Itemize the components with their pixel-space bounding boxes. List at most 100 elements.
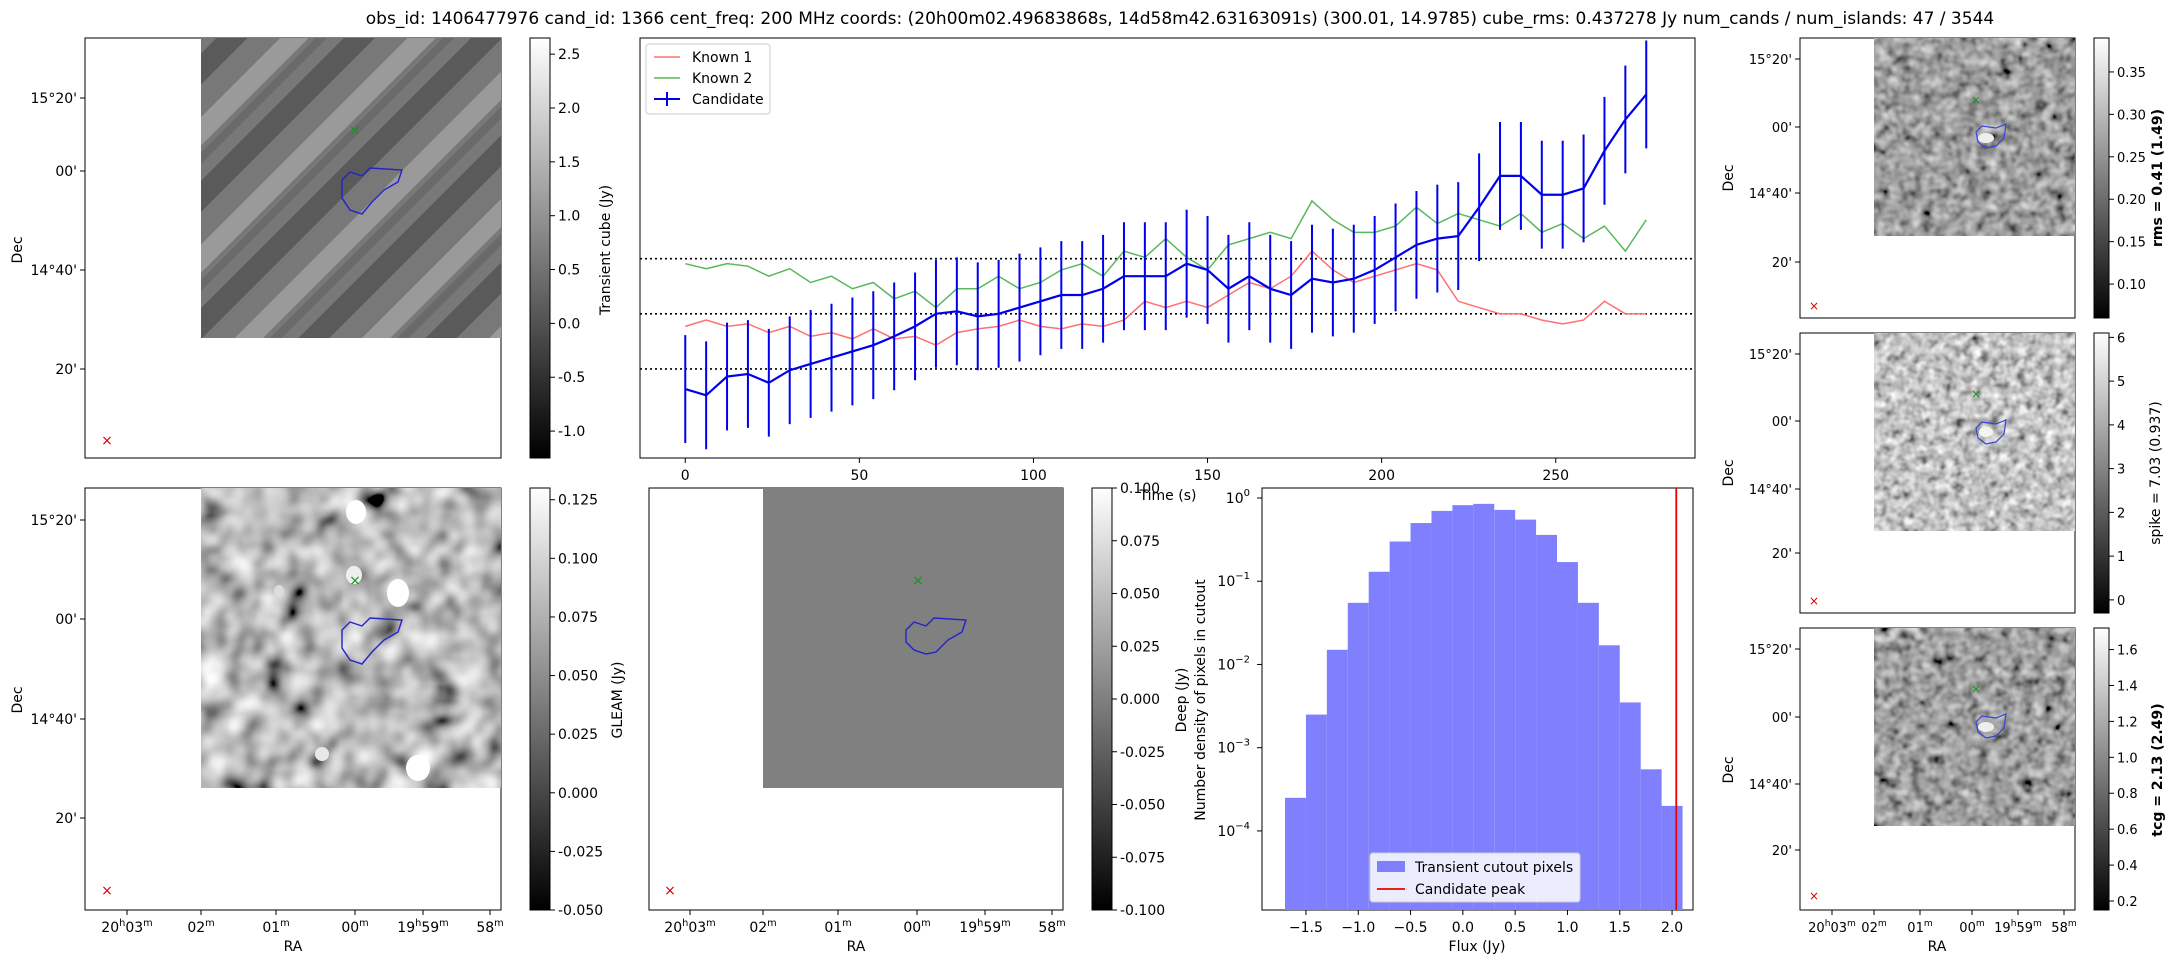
known-source-marker: × <box>349 573 361 589</box>
rms-colorbar <box>2093 37 2110 319</box>
bright-source <box>387 579 409 607</box>
series-line-candidate <box>684 93 1648 397</box>
colorbar-tick-label: 0.35 <box>2117 66 2146 81</box>
panel-rms: × × Dec 15°20' 00' 14°40' 20' 0.10 0.15 0.20 0… <box>1721 37 2166 319</box>
rms-image <box>1874 38 2075 236</box>
known-source-marker: × <box>1971 682 1981 696</box>
colorbar-tick-label: 3 <box>2117 463 2125 478</box>
reference-marker: × <box>101 433 113 449</box>
histogram-bar <box>1619 702 1641 910</box>
colorbar-tick-label: 0.25 <box>2117 151 2146 166</box>
dec-tick-label: 00' <box>55 164 77 180</box>
ra-tick-label: 02m <box>187 918 214 936</box>
ra-tick-label: 20h03m <box>1808 919 1856 936</box>
colorbar-tick-label: -0.025 <box>558 844 603 860</box>
colorbar-tick-label: 0.20 <box>2117 193 2146 208</box>
colorbar-tick-label: 0.025 <box>1120 639 1160 655</box>
colorbar-tick-label: 0.000 <box>558 786 598 802</box>
candidate-contour <box>1975 713 2007 739</box>
colorbar-tick-label: 1.6 <box>2117 644 2138 659</box>
colorbar-tick-label: 0.8 <box>2117 787 2138 802</box>
bright-source <box>406 755 430 781</box>
colorbar-tick-label: 0.2 <box>2117 895 2138 910</box>
transient-cube-image <box>201 38 501 338</box>
dec-tick-label: 15°20' <box>1749 348 1792 363</box>
colorbar-tick-label: 0.10 <box>2117 278 2146 293</box>
histogram-bar <box>1347 602 1369 910</box>
figure-title: obs_id: 1406477976 cand_id: 1366 cent_fr… <box>366 9 1994 29</box>
known-source-marker: × <box>349 123 361 139</box>
colorbar-tick-label: 2.0 <box>558 101 580 117</box>
histogram-bar <box>1557 562 1578 910</box>
ra-tick-label: 20h03m <box>664 918 715 936</box>
candidate-contour <box>1975 419 2007 445</box>
ra-tick-label: 01m <box>262 918 289 936</box>
histogram-bar <box>1661 805 1683 910</box>
rms-colorbar-label: rms = 0.41 (1.49) <box>2150 109 2166 247</box>
colorbar-tick-label: 0.5 <box>558 263 580 279</box>
ra-tick-label: 02m <box>1861 919 1887 936</box>
flux-tick-label: −0.5 <box>1394 920 1428 936</box>
dec-tick-label: 15°20' <box>31 91 77 107</box>
candidate-blob <box>1978 133 1994 143</box>
legend-transient-pixels: Transient cutout pixels <box>1414 860 1573 876</box>
legend-known-2: Known 2 <box>692 71 752 87</box>
legend-candidate-peak: Candidate peak <box>1415 882 1526 898</box>
ra-tick-label: 20h03m <box>101 918 152 936</box>
flux-tick-label: 1.0 <box>1556 920 1578 936</box>
histogram-bar <box>1515 519 1537 910</box>
ra-tick-label: 19h59m <box>959 918 1010 936</box>
histogram-bar <box>1326 649 1348 910</box>
ra-axis-label: RA <box>847 939 866 955</box>
legend-candidate: Candidate <box>692 92 764 108</box>
dec-tick-label: 20' <box>1772 547 1792 562</box>
flux-tick-label: 2.0 <box>1661 920 1683 936</box>
candidate-contour <box>1975 123 2007 149</box>
colorbar-tick-label: -0.075 <box>1120 850 1165 866</box>
lightcurve-legend: Known 1 Known 2 Candidate <box>645 43 771 115</box>
candidate-contour <box>905 617 967 655</box>
reference-marker: × <box>1809 594 1819 608</box>
dec-tick-label: 15°20' <box>1749 53 1792 68</box>
dec-tick-label: 20' <box>1772 844 1792 859</box>
dec-tick-label: 00' <box>1772 415 1792 430</box>
colorbar-tick-label: 5 <box>2117 375 2125 390</box>
bright-source <box>346 500 366 524</box>
panel-transient-cube: × × Dec 15°20' 00' 14°40' 20' -1.0 -0.5 0.0 0.… <box>10 37 614 459</box>
flux-tick-label: 1.5 <box>1609 920 1631 936</box>
panel-deep: × × Dec RA 15°20' 00' 14°40' 20' 20h03m 02m 0… <box>10 487 1190 955</box>
ra-tick-label: 00m <box>1959 919 1985 936</box>
dec-axis-label: Dec <box>1721 756 1737 783</box>
ra-tick-label: 01m <box>1907 919 1933 936</box>
time-axis-label: Time (s) <box>1139 488 1197 504</box>
histogram-legend: Transient cutout pixels Candidate peak <box>1369 852 1581 903</box>
colorbar-tick-label: 0 <box>2117 594 2125 609</box>
gleam-colorbar <box>1091 487 1113 911</box>
reference-marker: × <box>664 883 676 899</box>
colorbar-tick-label: 0.000 <box>1120 692 1160 708</box>
colorbar-tick-label: -0.050 <box>1120 798 1165 814</box>
colorbar-tick-label: -1.0 <box>558 424 585 440</box>
dec-tick-label: 14°40' <box>1749 483 1792 498</box>
histogram-bar <box>1640 769 1662 910</box>
colorbar-tick-label: 0.025 <box>558 727 598 743</box>
colorbar-tick-label: -0.100 <box>1120 903 1165 919</box>
bright-source <box>346 566 362 584</box>
colorbar-tick-label: 1.0 <box>2117 751 2138 766</box>
colorbar-tick-label: 0.100 <box>558 551 598 567</box>
density-tick-label: 10−1 <box>1217 571 1250 590</box>
ra-tick-label: 58m <box>2051 919 2077 936</box>
histogram-bar <box>1368 571 1390 910</box>
dec-tick-label: 14°40' <box>31 712 77 728</box>
dec-tick-label: 00' <box>1772 711 1792 726</box>
time-tick-label: 200 <box>1368 468 1395 484</box>
colorbar-tick-label: 0.4 <box>2117 859 2138 874</box>
colorbar-tick-label: 0.050 <box>1120 587 1160 603</box>
deep-colorbar-label: Deep (Jy) <box>1174 668 1190 733</box>
panel-histogram: −1.5 −1.0 −0.5 0.0 0.5 1.0 1.5 2.0 100 10−1 10−2 10… <box>1193 487 1694 955</box>
transient-colorbar <box>529 37 551 459</box>
candidate-blob <box>1979 427 1993 437</box>
candidate-contour <box>341 167 403 215</box>
colorbar-tick-label: 0.30 <box>2117 108 2146 123</box>
